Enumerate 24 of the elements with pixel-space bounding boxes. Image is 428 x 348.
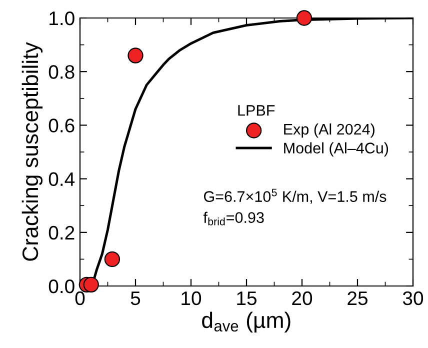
x-axis-title: d$_{ave}$ (µm)	[202, 312, 290, 332]
y-tick-label: 0.6	[48, 118, 74, 132]
annotation: f$_{brid}$=0.93	[203, 212, 264, 226]
point	[104, 251, 120, 268]
x-tick-label: 20	[292, 291, 312, 306]
x-tick-label: 5	[130, 292, 140, 306]
legend-title: LPBF	[238, 105, 275, 116]
x-tick-label: 0	[75, 291, 85, 306]
y-tick-label: 0.2	[48, 226, 74, 240]
y-tick-label: 1.0	[50, 11, 74, 26]
point	[296, 10, 312, 26]
x-tick-label: 30	[402, 291, 424, 306]
x-tick-label: 15	[237, 292, 256, 306]
y-tick-label: 0.8	[48, 65, 74, 79]
x-tick-label: 25	[348, 291, 368, 306]
annotation: G=6.7×10$^{5}$ K/m, V=1.5 m/s	[204, 188, 386, 204]
legend-label: Model (Al–4Cu)	[284, 142, 388, 156]
y-tick-label: 0.0	[48, 279, 74, 294]
point	[128, 48, 144, 64]
y-axis-title: Cracking susceptibility	[22, 42, 43, 261]
x-tick-label: 10	[182, 291, 202, 306]
legend-label: Exp (Al 2024)	[284, 123, 374, 138]
y-tick-label: 0.4	[48, 172, 75, 186]
point	[83, 276, 99, 292]
